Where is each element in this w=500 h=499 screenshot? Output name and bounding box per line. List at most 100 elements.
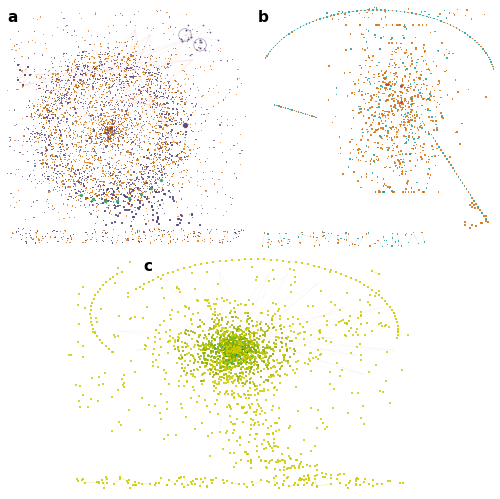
Point [211, 344, 219, 352]
Point [292, 278, 300, 286]
Point [170, 44, 177, 52]
Point [466, 191, 474, 199]
Point [46, 139, 54, 147]
Point [126, 102, 134, 110]
Point [389, 91, 397, 99]
Point [114, 134, 122, 142]
Point [14, 76, 22, 84]
Point [116, 421, 124, 429]
Point [396, 479, 404, 487]
Point [405, 132, 413, 140]
Point [420, 41, 428, 49]
Point [44, 101, 52, 109]
Point [177, 154, 185, 162]
Point [236, 344, 244, 352]
Point [380, 32, 388, 40]
Point [255, 353, 263, 361]
Point [262, 477, 270, 485]
Point [129, 73, 137, 81]
Point [276, 315, 284, 323]
Point [231, 346, 239, 354]
Point [198, 419, 206, 427]
Point [154, 113, 162, 121]
Point [177, 98, 185, 106]
Point [57, 99, 65, 107]
Point [103, 78, 111, 86]
Point [254, 400, 262, 408]
Point [214, 188, 222, 196]
Point [43, 86, 51, 94]
Point [224, 228, 232, 236]
Point [290, 320, 298, 328]
Point [159, 157, 167, 165]
Point [170, 120, 178, 128]
Point [154, 101, 162, 109]
Point [422, 158, 430, 166]
Point [254, 348, 262, 356]
Point [134, 8, 142, 16]
Point [105, 99, 113, 107]
Point [487, 58, 495, 66]
Point [66, 183, 74, 191]
Point [194, 86, 202, 94]
Point [174, 130, 182, 138]
Point [108, 112, 116, 120]
Point [62, 109, 70, 117]
Point [402, 113, 409, 121]
Point [260, 335, 268, 343]
Point [152, 69, 160, 77]
Point [100, 145, 108, 153]
Point [250, 339, 258, 347]
Point [133, 185, 141, 193]
Point [210, 371, 218, 379]
Point [176, 155, 184, 163]
Point [173, 359, 181, 367]
Point [230, 170, 238, 178]
Point [244, 351, 252, 359]
Point [74, 96, 82, 104]
Point [115, 129, 123, 137]
Point [278, 334, 286, 342]
Point [228, 355, 236, 363]
Point [230, 304, 238, 312]
Point [82, 185, 90, 193]
Point [250, 345, 258, 353]
Point [313, 462, 321, 470]
Point [213, 333, 221, 341]
Point [124, 167, 132, 175]
Point [388, 62, 396, 70]
Point [140, 181, 148, 189]
Point [404, 188, 412, 196]
Point [78, 77, 86, 85]
Point [120, 197, 128, 205]
Point [98, 98, 106, 106]
Point [230, 347, 238, 355]
Point [167, 120, 175, 128]
Point [420, 57, 428, 65]
Point [96, 142, 104, 150]
Point [265, 430, 273, 438]
Point [144, 184, 152, 192]
Point [294, 314, 302, 322]
Point [58, 159, 66, 167]
Point [126, 206, 134, 214]
Point [231, 346, 239, 354]
Point [271, 383, 279, 391]
Point [110, 126, 118, 134]
Point [231, 331, 239, 339]
Point [90, 127, 98, 135]
Point [252, 349, 260, 357]
Point [124, 147, 132, 155]
Point [194, 83, 202, 91]
Point [489, 62, 497, 70]
Point [230, 347, 238, 355]
Point [230, 342, 237, 350]
Point [78, 174, 86, 182]
Point [313, 482, 321, 490]
Point [290, 26, 298, 34]
Point [232, 348, 239, 356]
Point [176, 355, 184, 363]
Point [342, 229, 350, 237]
Point [214, 359, 222, 367]
Point [424, 95, 432, 103]
